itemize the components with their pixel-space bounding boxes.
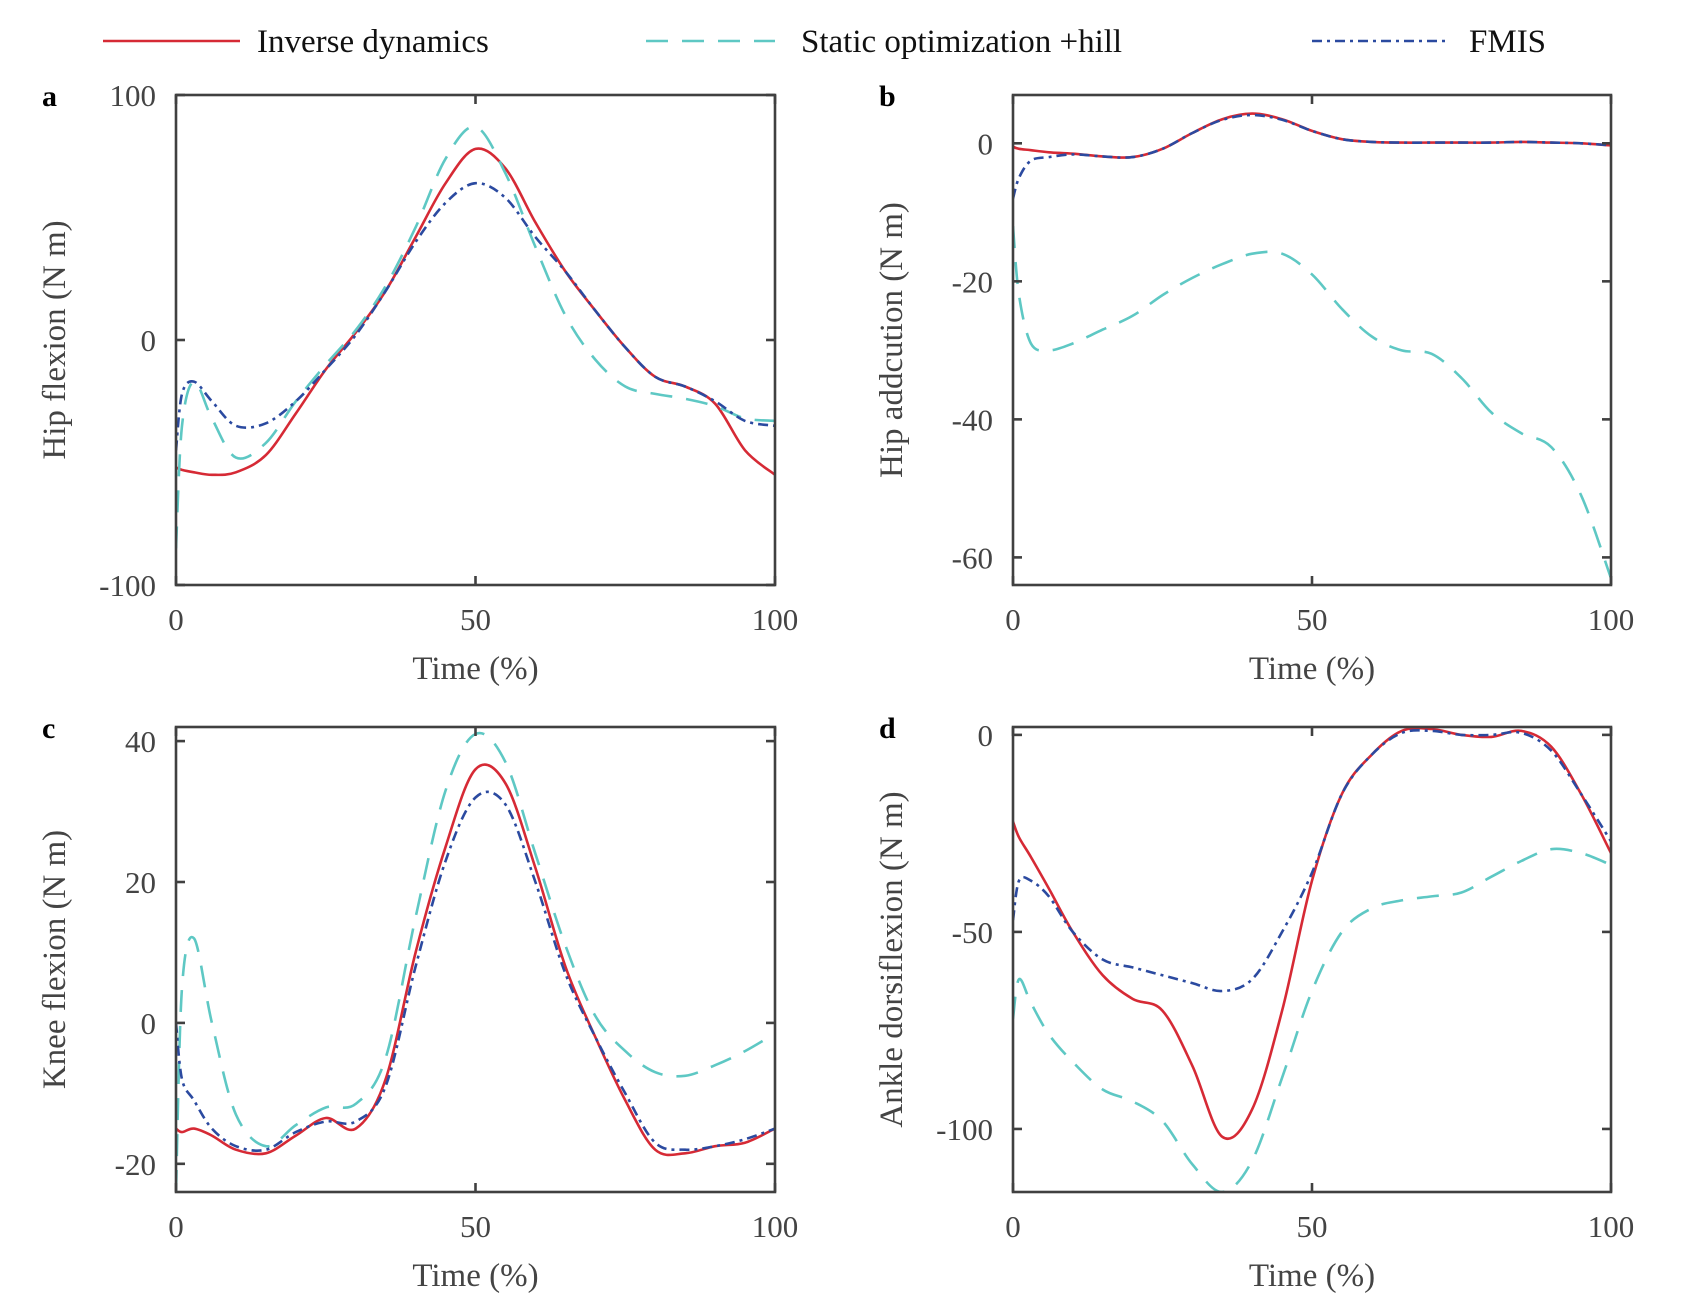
series-line-dash-dot [176, 790, 775, 1152]
y-tick-label: -20 [115, 1147, 156, 1182]
y-tick-label: 100 [110, 78, 157, 113]
axes-box [1011, 93, 1613, 587]
x-tick-label: 100 [752, 602, 799, 637]
legend-item: FMIS [1312, 24, 1546, 60]
legend-item: Static optimization +hill [646, 24, 1122, 60]
x-tick-label: 0 [168, 1209, 184, 1244]
y-tick-label: 40 [125, 724, 156, 759]
y-tick-label: -50 [952, 915, 993, 950]
series-line-dashed [176, 125, 775, 549]
series-line-solid [176, 763, 775, 1157]
x-tick-label: 50 [460, 1209, 491, 1244]
series-line-dashed [1013, 225, 1611, 579]
series-line-dashed [1013, 847, 1611, 1192]
y-tick-label: -100 [99, 568, 156, 603]
panel-letter: d [879, 712, 896, 745]
y-tick-label: -60 [952, 540, 993, 575]
y-tick-label: 0 [978, 126, 994, 161]
y-tick-label: -100 [936, 1112, 993, 1147]
panel-a: 0 50 100 -100 0 100 Time (%) Hip flexion (N m) a [37, 78, 798, 687]
series-group [176, 125, 775, 549]
legend-item: Inverse dynamics [103, 24, 489, 60]
series-group [1013, 112, 1611, 579]
series-line-solid [176, 147, 775, 477]
y-axis-label: Ankle dorsiflexion (N m) [874, 791, 910, 1127]
panel-letter: b [879, 80, 896, 113]
y-tick-label: 0 [978, 718, 994, 753]
legend-label: Inverse dynamics [257, 24, 489, 60]
legend-label: Static optimization +hill [801, 24, 1122, 60]
series-line-solid [1013, 112, 1611, 159]
y-tick-label: 20 [125, 865, 156, 900]
axes-box [174, 93, 777, 587]
x-axis-label: Time (%) [1249, 1258, 1375, 1294]
x-axis-label: Time (%) [412, 1258, 538, 1294]
panel-letter: c [42, 712, 55, 745]
legend: Inverse dynamics Static optimization +hil… [103, 24, 1546, 60]
series-group [1013, 727, 1611, 1192]
x-tick-label: 0 [168, 602, 184, 637]
x-axis-label: Time (%) [412, 651, 538, 687]
y-tick-label: -20 [952, 264, 993, 299]
x-tick-label: 100 [1588, 1209, 1635, 1244]
y-axis-label: Hip addcution (N m) [874, 202, 910, 478]
x-tick-label: 0 [1005, 1209, 1021, 1244]
x-tick-label: 100 [1588, 602, 1635, 637]
x-tick-label: 50 [1297, 602, 1328, 637]
x-tick-label: 50 [460, 602, 491, 637]
panel-d: 0 50 100 -100 -50 0 Time (%) Ankle dorsiflexion… [874, 712, 1634, 1294]
legend-label: FMIS [1469, 24, 1546, 60]
x-tick-label: 100 [752, 1209, 799, 1244]
panel-b: 0 50 100 -60 -40 -20 0 Time (%) Hip addcution (N… [874, 80, 1634, 687]
x-tick-label: 0 [1005, 602, 1021, 637]
panel-letter: a [42, 80, 57, 113]
y-axis-label: Knee flexion (N m) [37, 830, 73, 1089]
panel-c: 0 50 100 -20 0 20 40 Time (%) Knee flexion (N m)… [37, 712, 798, 1294]
series-line-dash-dot [1013, 113, 1611, 199]
y-axis-label: Hip flexion (N m) [37, 220, 73, 459]
y-tick-label: -40 [952, 402, 993, 437]
series-group [176, 731, 775, 1192]
series-line-dashed [176, 731, 775, 1192]
x-tick-label: 50 [1297, 1209, 1328, 1244]
x-axis-label: Time (%) [1249, 651, 1375, 687]
series-line-dash-dot [176, 181, 775, 451]
y-tick-label: 0 [141, 1006, 157, 1041]
series-line-solid [1013, 727, 1611, 1140]
y-tick-label: 0 [141, 323, 157, 358]
panels: 0 50 100 -100 0 100 Time (%) Hip flexion (N m) a… [37, 78, 1634, 1294]
